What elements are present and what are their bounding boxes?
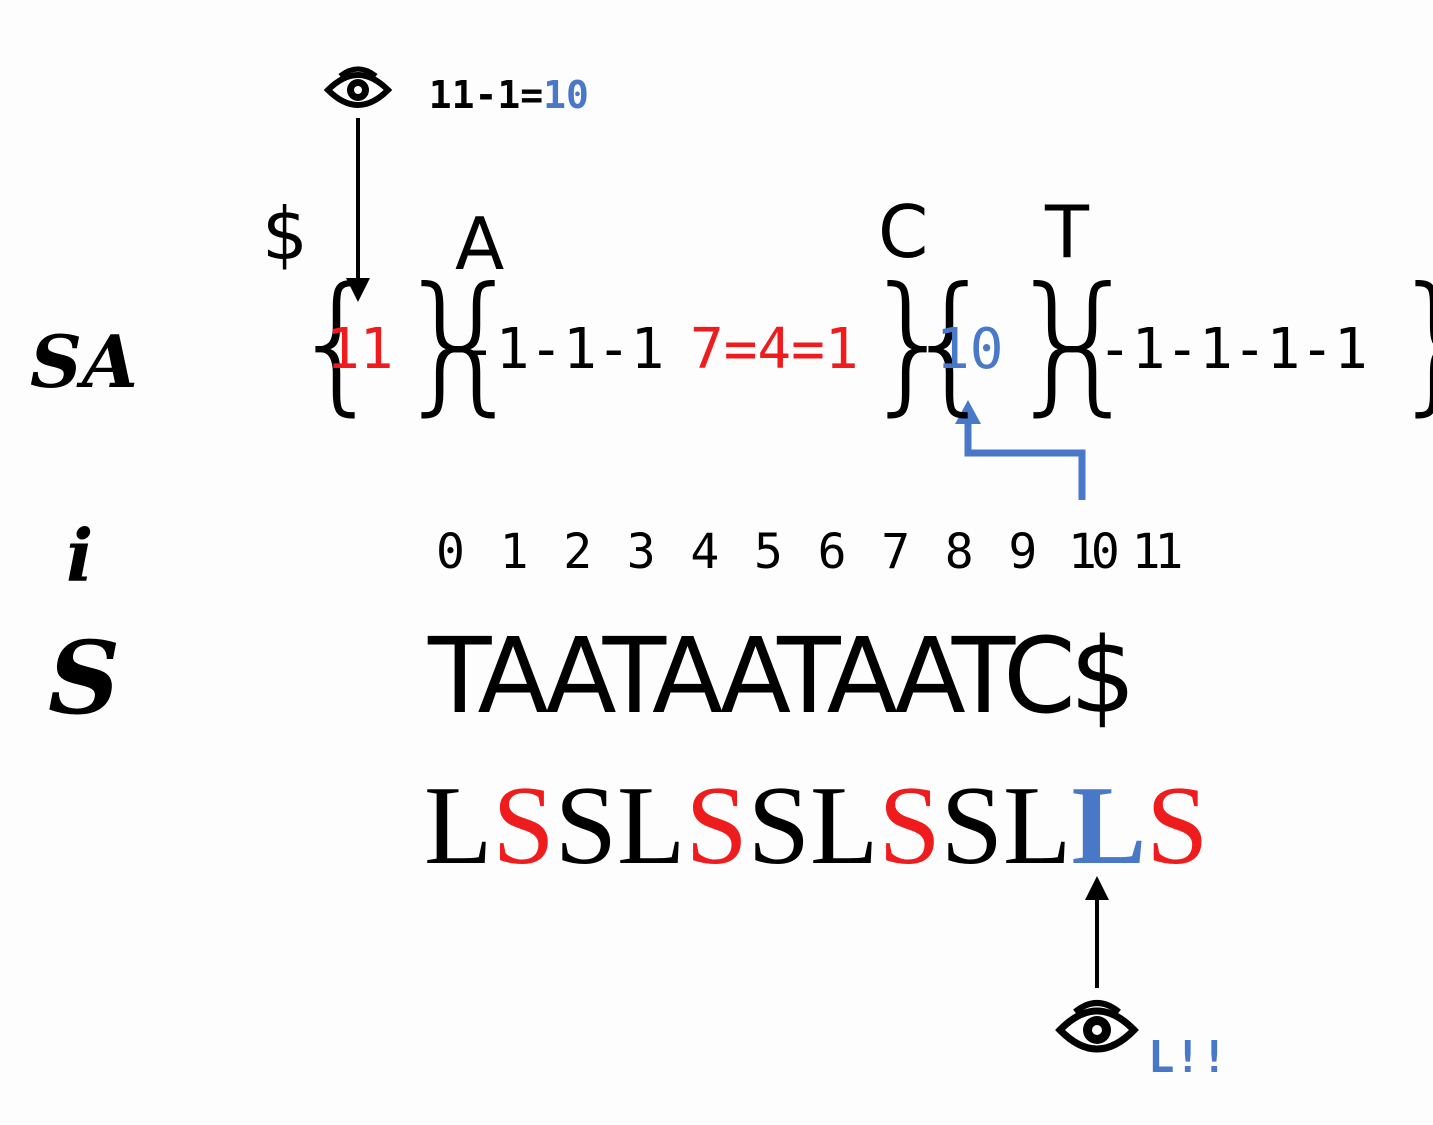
brace-open: { — [290, 256, 386, 430]
index-label: 2 — [563, 524, 593, 580]
eye-icon — [1055, 1000, 1139, 1053]
index-label: 10 — [1068, 524, 1120, 580]
row-label-sa: SA — [30, 319, 138, 404]
index-label: 9 — [1008, 524, 1038, 580]
brace-open: { — [903, 256, 999, 430]
blue-bent-arrow — [964, 422, 1086, 500]
bucket-head-dollar: $ — [262, 192, 308, 276]
type-letter: S — [554, 764, 618, 888]
index-label: 0 — [436, 524, 465, 580]
index-label: 4 — [690, 524, 720, 580]
sa-t-bucket: -1-1-1-1 — [1098, 317, 1368, 382]
sa-a-bucket-red: 7=4=1 — [690, 317, 859, 382]
sa-a-bucket-plain: -1-1-1 — [462, 317, 665, 382]
sa-dollar-bucket: 11 — [326, 317, 394, 382]
type-letter: L — [1071, 764, 1147, 888]
bucket-head-c: C — [878, 190, 929, 274]
eye-icon — [323, 66, 393, 108]
type-row: LSSLSSLSSLLS — [424, 770, 1208, 882]
type-letter: S — [747, 764, 811, 888]
type-letter: S — [1146, 764, 1209, 888]
brace-close: } — [1390, 268, 1433, 418]
brace-close: } — [862, 256, 958, 430]
index-label: 1 — [499, 524, 529, 580]
brace-close: } — [1008, 256, 1104, 430]
type-letter: L — [617, 764, 686, 888]
index-label: 6 — [817, 524, 847, 580]
type-letter: S — [685, 764, 748, 888]
sa-c-bucket: 10 — [936, 317, 1004, 382]
type-letter: L — [424, 764, 493, 888]
top-note: 11-1=10 — [383, 38, 589, 114]
index-label: 5 — [754, 524, 783, 580]
index-label: 7 — [881, 524, 911, 580]
top-note-result: 10 — [543, 73, 589, 117]
brace-open: { — [430, 256, 526, 430]
type-letter: S — [940, 764, 1004, 888]
type-letter: L — [810, 764, 879, 888]
index-label: 3 — [626, 524, 656, 580]
string-s: TAATAATAATC$ — [428, 615, 1136, 737]
bottom-note: L!! — [1148, 1032, 1228, 1083]
brace-open: { — [1046, 256, 1142, 430]
top-note-prefix: 11-1= — [428, 73, 544, 117]
bucket-head-t: T — [1045, 190, 1089, 274]
type-letter: S — [878, 764, 941, 888]
index-label: 11 — [1131, 524, 1184, 580]
brace-close: } — [396, 256, 492, 430]
blue-arrowhead — [955, 400, 981, 424]
row-label-i: i — [66, 513, 94, 598]
index-label: 8 — [944, 524, 974, 580]
type-letter: L — [1003, 764, 1072, 888]
row-label-s: S — [48, 619, 121, 737]
bucket-head-a: A — [455, 202, 505, 286]
type-letter: S — [492, 764, 555, 888]
